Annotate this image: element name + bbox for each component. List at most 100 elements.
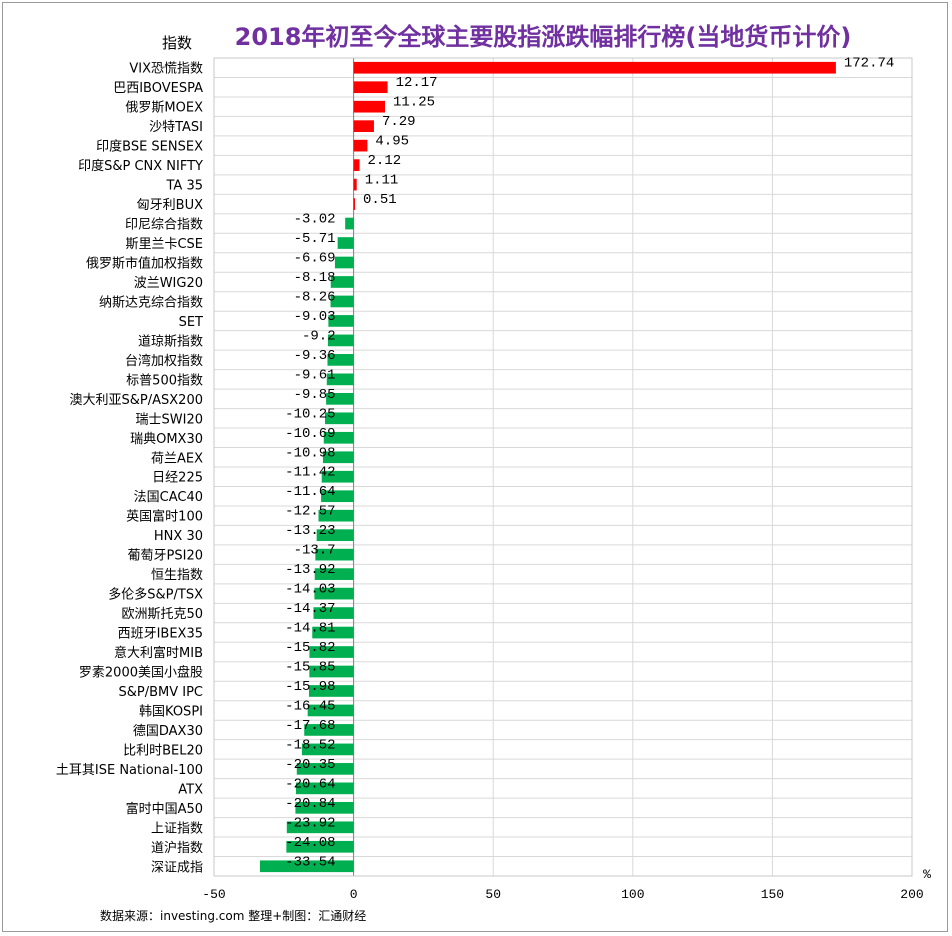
bar — [353, 81, 388, 94]
category-label: 恒生指数 — [151, 568, 203, 583]
category-label: 印尼综合指数 — [125, 218, 203, 233]
category-label: 匈牙利BUX — [137, 198, 203, 213]
category-label: 欧洲斯托克50 — [121, 607, 203, 622]
source-note: 数据来源：investing.com 整理+制图：汇通财经 — [100, 908, 366, 923]
value-label: -14.37 — [285, 601, 335, 617]
bar — [326, 392, 354, 405]
bar — [304, 724, 354, 736]
bar — [322, 451, 354, 464]
value-label: -15.82 — [285, 640, 335, 656]
value-label: -10.69 — [285, 426, 335, 442]
x-axis-ticks: -50 0 50 100 150 200 — [202, 887, 923, 902]
value-label: -33.54 — [285, 854, 335, 870]
value-label: 0.51 — [363, 192, 397, 208]
value-label: -14.81 — [285, 621, 335, 637]
bar — [286, 840, 354, 853]
category-label: 俄罗斯MOEX — [125, 101, 203, 116]
data-labels: 172.74 12.17 11.25 7.29 4.95 2.12 1.11 0.51 -3.0… — [285, 56, 894, 871]
category-label: 波兰WIG20 — [134, 276, 203, 291]
category-label: 法国CAC40 — [134, 490, 203, 505]
value-label: -12.57 — [285, 504, 335, 520]
category-label: ATX — [178, 782, 203, 797]
category-label: 西班牙IBEX35 — [118, 627, 203, 642]
category-label: 意大利富时MIB — [114, 645, 203, 661]
bar — [318, 509, 354, 522]
category-label: 比利时BEL20 — [123, 743, 203, 758]
value-label: 172.74 — [844, 56, 894, 72]
bar — [353, 61, 836, 74]
bar — [286, 821, 354, 834]
bar — [334, 256, 354, 269]
category-label: 标普500指数 — [126, 373, 203, 388]
category-label: 俄罗斯市值加权指数 — [86, 256, 203, 272]
value-label: -23.92 — [285, 815, 335, 831]
value-label: -10.25 — [285, 406, 335, 422]
bar — [313, 607, 354, 619]
value-label: -18.52 — [285, 737, 335, 753]
category-label: 富时中国A50 — [126, 801, 203, 817]
x-tick-label: 50 — [485, 887, 501, 902]
value-label: -16.45 — [285, 698, 335, 714]
value-label: -13.23 — [285, 523, 335, 539]
bar — [345, 217, 354, 230]
value-label: 1.11 — [365, 173, 399, 189]
bar — [337, 237, 354, 249]
bar — [330, 276, 354, 288]
x-tick-label: 0 — [350, 887, 358, 902]
value-label: -20.64 — [285, 776, 335, 792]
category-label: 罗素2000美国小盘股 — [79, 665, 203, 681]
value-label: -8.18 — [294, 270, 336, 286]
category-label: 道沪指数 — [151, 840, 203, 856]
value-label: -11.42 — [285, 465, 335, 481]
bar — [323, 431, 354, 444]
bar — [326, 373, 354, 386]
x-tick-label: 100 — [621, 887, 644, 902]
bar-series — [259, 61, 836, 873]
value-label: -20.35 — [285, 757, 335, 773]
bar — [327, 354, 354, 366]
bar — [330, 295, 354, 308]
category-label: 印度S&P CNX NIFTY — [78, 158, 203, 174]
bar — [309, 665, 354, 678]
category-label: 上证指数 — [151, 821, 203, 836]
category-label: VIX恐慌指数 — [129, 62, 203, 77]
bar — [353, 198, 356, 210]
value-label: -11.64 — [285, 484, 335, 500]
category-label: 斯里兰卡CSE — [125, 237, 203, 252]
category-label: 土耳其ISE National-100 — [56, 763, 203, 778]
value-label: -13.92 — [285, 562, 335, 578]
category-label: SET — [179, 315, 203, 330]
value-label: -14.03 — [285, 582, 335, 598]
value-label: -15.98 — [285, 679, 335, 695]
bar — [327, 334, 354, 347]
bar — [353, 159, 360, 171]
value-label: -8.26 — [294, 289, 336, 305]
value-label: 2.12 — [368, 153, 402, 169]
value-label: 11.25 — [393, 95, 435, 111]
value-label: -17.68 — [285, 718, 335, 734]
bar — [312, 626, 354, 639]
category-label: 沙特TASI — [149, 120, 203, 135]
bar — [296, 763, 354, 775]
bar — [307, 704, 354, 717]
value-label: -9.61 — [294, 367, 336, 383]
value-label: -10.98 — [285, 445, 335, 461]
value-label: -9.03 — [294, 309, 336, 325]
category-label: 巴西IBOVESPA — [113, 81, 203, 96]
value-label: -24.08 — [285, 835, 335, 851]
value-label: 7.29 — [382, 114, 416, 130]
category-label: 澳大利亚S&P/ASX200 — [70, 392, 203, 408]
y-axis-label: 指数 — [162, 34, 192, 52]
bar — [353, 120, 374, 133]
value-label: -20.84 — [285, 796, 335, 812]
category-label: TA 35 — [166, 179, 204, 194]
plot-area-border — [213, 57, 913, 877]
category-label: 印度BSE SENSEX — [96, 139, 203, 155]
chart-title: 2018年初至今全球主要股指涨跌幅排行榜(当地货币计价) — [235, 23, 852, 51]
category-label: HNX 30 — [154, 529, 203, 544]
category-label: S&P/BMV IPC — [118, 685, 203, 700]
category-label: 葡萄牙PSI20 — [128, 549, 203, 564]
bar — [328, 315, 354, 327]
